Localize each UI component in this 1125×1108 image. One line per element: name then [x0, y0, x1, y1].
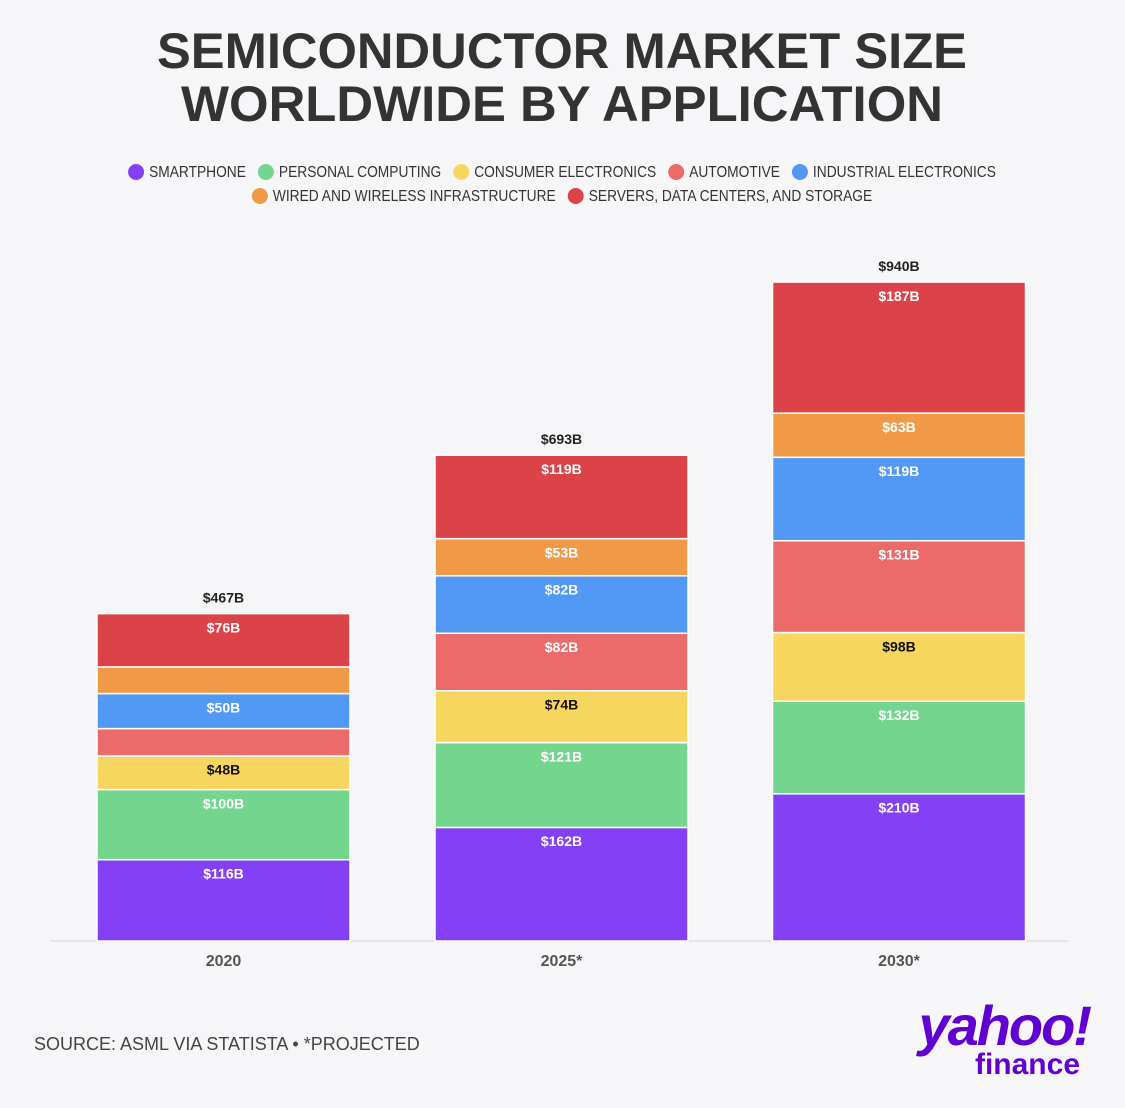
bar-segment: [96, 727, 351, 757]
bar-segment: [434, 826, 689, 942]
value-label: $48B: [207, 762, 240, 778]
chart-title: WORLDWIDE BY APPLICATION: [181, 76, 943, 132]
total-label: $693B: [541, 431, 582, 447]
legend-swatch: [668, 164, 685, 180]
bar-segment: [771, 281, 1027, 414]
legend-swatch: [567, 188, 584, 204]
legend-label: SMARTPHONE: [149, 164, 246, 181]
brand-logo: yahoo!: [915, 994, 1091, 1057]
legend-label: INDUSTRIAL ELECTRONICS: [813, 164, 996, 181]
legend-label: CONSUMER ELECTRONICS: [474, 164, 656, 181]
value-label: $74B: [545, 696, 578, 712]
bar-segment: [96, 692, 351, 730]
legend-label: WIRED AND WIRELESS INFRASTRUCTURE: [273, 188, 556, 205]
bar-segment: [771, 793, 1027, 942]
value-label: $119B: [541, 461, 581, 477]
bar-segment: [96, 666, 351, 695]
value-label: $82B: [545, 581, 578, 597]
x-tick-label: 2030*: [878, 953, 921, 970]
value-label: $50B: [207, 699, 240, 715]
bar-segment: [434, 689, 689, 744]
bar-segment: [771, 456, 1027, 542]
value-label: $162B: [541, 833, 582, 849]
bar-segment: [771, 412, 1027, 459]
value-label: $210B: [878, 799, 919, 815]
value-label: $116B: [203, 865, 243, 881]
bar-segment: [434, 537, 689, 577]
value-label: $53B: [545, 544, 578, 560]
bar-segment: [771, 539, 1027, 634]
bar-segment: [96, 612, 351, 668]
x-tick-label: 2020: [206, 953, 242, 970]
value-label: $132B: [878, 707, 919, 723]
value-label: $121B: [541, 748, 582, 764]
total-label: $940B: [878, 258, 919, 274]
total-label: $467B: [203, 589, 244, 605]
legend-swatch: [128, 164, 145, 180]
value-label: $82B: [545, 639, 578, 655]
value-label: $100B: [203, 795, 244, 811]
legend-swatch: [453, 164, 470, 180]
value-label: $76B: [207, 619, 240, 635]
legend-label: PERSONAL COMPUTING: [279, 164, 441, 181]
value-label: $98B: [882, 638, 915, 654]
source-note: SOURCE: ASML VIA STATISTA • *PROJECTED: [34, 1034, 420, 1054]
bar-segment: [96, 788, 351, 861]
legend-row: SMARTPHONE PERSONAL COMPUTING CONSUMER ELE…: [128, 164, 996, 181]
value-label: $119B: [879, 463, 919, 479]
legend-swatch: [791, 164, 808, 180]
bar-segment: [434, 741, 689, 829]
legend-label: AUTOMOTIVE: [689, 164, 780, 181]
legend-label: SERVERS, DATA CENTERS, AND STORAGE: [589, 188, 872, 205]
legend-swatch: [251, 188, 268, 204]
value-label: $63B: [882, 419, 915, 435]
bar-segment: [434, 632, 689, 692]
legend-row: WIRED AND WIRELESS INFRASTRUCTURE SERVERS…: [251, 188, 872, 205]
chart-title: SEMICONDUCTOR MARKET SIZE: [157, 23, 967, 79]
legend-swatch: [257, 164, 274, 180]
brand-logo: finance: [975, 1048, 1080, 1081]
value-label: $187B: [878, 288, 919, 304]
value-label: $131B: [878, 546, 919, 562]
bar-segment: [96, 858, 351, 942]
x-tick-label: 2025*: [541, 953, 584, 970]
bar-segment: [771, 700, 1027, 795]
bar-segment: [434, 454, 689, 540]
